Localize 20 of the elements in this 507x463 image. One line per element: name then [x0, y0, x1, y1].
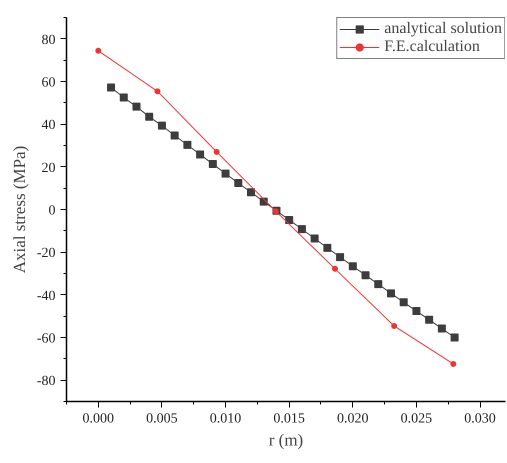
x-tick-label: 0.020 — [337, 412, 369, 426]
y-tick-label: -20 — [36, 246, 56, 262]
y-tick-label: 40 — [42, 118, 56, 134]
y-tick-label: 0 — [48, 204, 56, 218]
x-tick-label: 0.005 — [146, 412, 178, 426]
x-axis-title: r (m) — [268, 430, 304, 450]
y-tick-label: 60 — [42, 76, 56, 90]
y-tick-label: 20 — [42, 160, 56, 176]
y-tick-label: 80 — [42, 32, 56, 48]
x-tick-label: 0.015 — [273, 412, 305, 426]
y-tick-label: -60 — [36, 332, 56, 346]
x-tick-label: 0.030 — [464, 412, 496, 426]
x-tick-label: 0.000 — [82, 412, 114, 426]
y-axis-title: Axial stress (MPa) — [10, 146, 29, 274]
x-tick-label: 0.025 — [400, 412, 432, 426]
legend-label: analytical solution — [384, 20, 502, 38]
x-tick-label: 0.010 — [210, 412, 242, 426]
y-tick-label: -40 — [36, 288, 56, 304]
legend-label: F.E.calculation — [384, 38, 480, 56]
y-tick-label: -80 — [36, 374, 56, 390]
